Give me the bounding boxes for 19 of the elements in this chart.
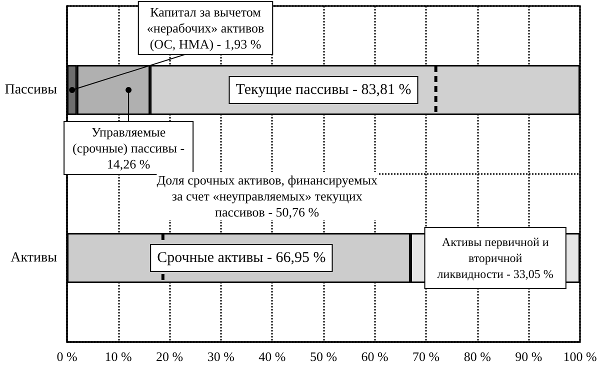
x-tick-label: 70 % <box>412 349 440 364</box>
x-tick-label: 60 % <box>361 349 389 364</box>
annotation: Капитал за вычетом «нерабочих» активов (ОС, НМА) - 1,93 % <box>146 4 264 52</box>
annotation: Текущие пассивы - 83,81 % <box>236 82 412 98</box>
x-tick-label: 80 % <box>464 349 492 364</box>
annotation: Срочные активы - 66,95 % <box>157 250 326 266</box>
annotation: Управляемые (срочные) пассивы - 14,26 % <box>72 124 185 172</box>
x-tick-label: 50 % <box>310 349 338 364</box>
x-tick-label: 40 % <box>258 349 286 364</box>
y-tick-label: Пассивы <box>4 82 58 98</box>
x-tick-label: 30 % <box>207 349 235 364</box>
x-tick-label: 10 % <box>104 349 132 364</box>
y-tick-label: Активы <box>10 250 58 266</box>
x-tick-label: 90 % <box>515 349 542 364</box>
x-tick-label: 100 % <box>563 349 597 364</box>
x-tick-label: 0 % <box>56 349 78 364</box>
annotation: Доля срочных активов, финансируемых за счет «неуправляемых» текущих пассивов - 50,76 % <box>156 172 378 220</box>
x-tick-label: 20 % <box>156 349 184 364</box>
annotation: Активы первичной и вторичной ликвидности - 33,05 % <box>437 235 554 281</box>
